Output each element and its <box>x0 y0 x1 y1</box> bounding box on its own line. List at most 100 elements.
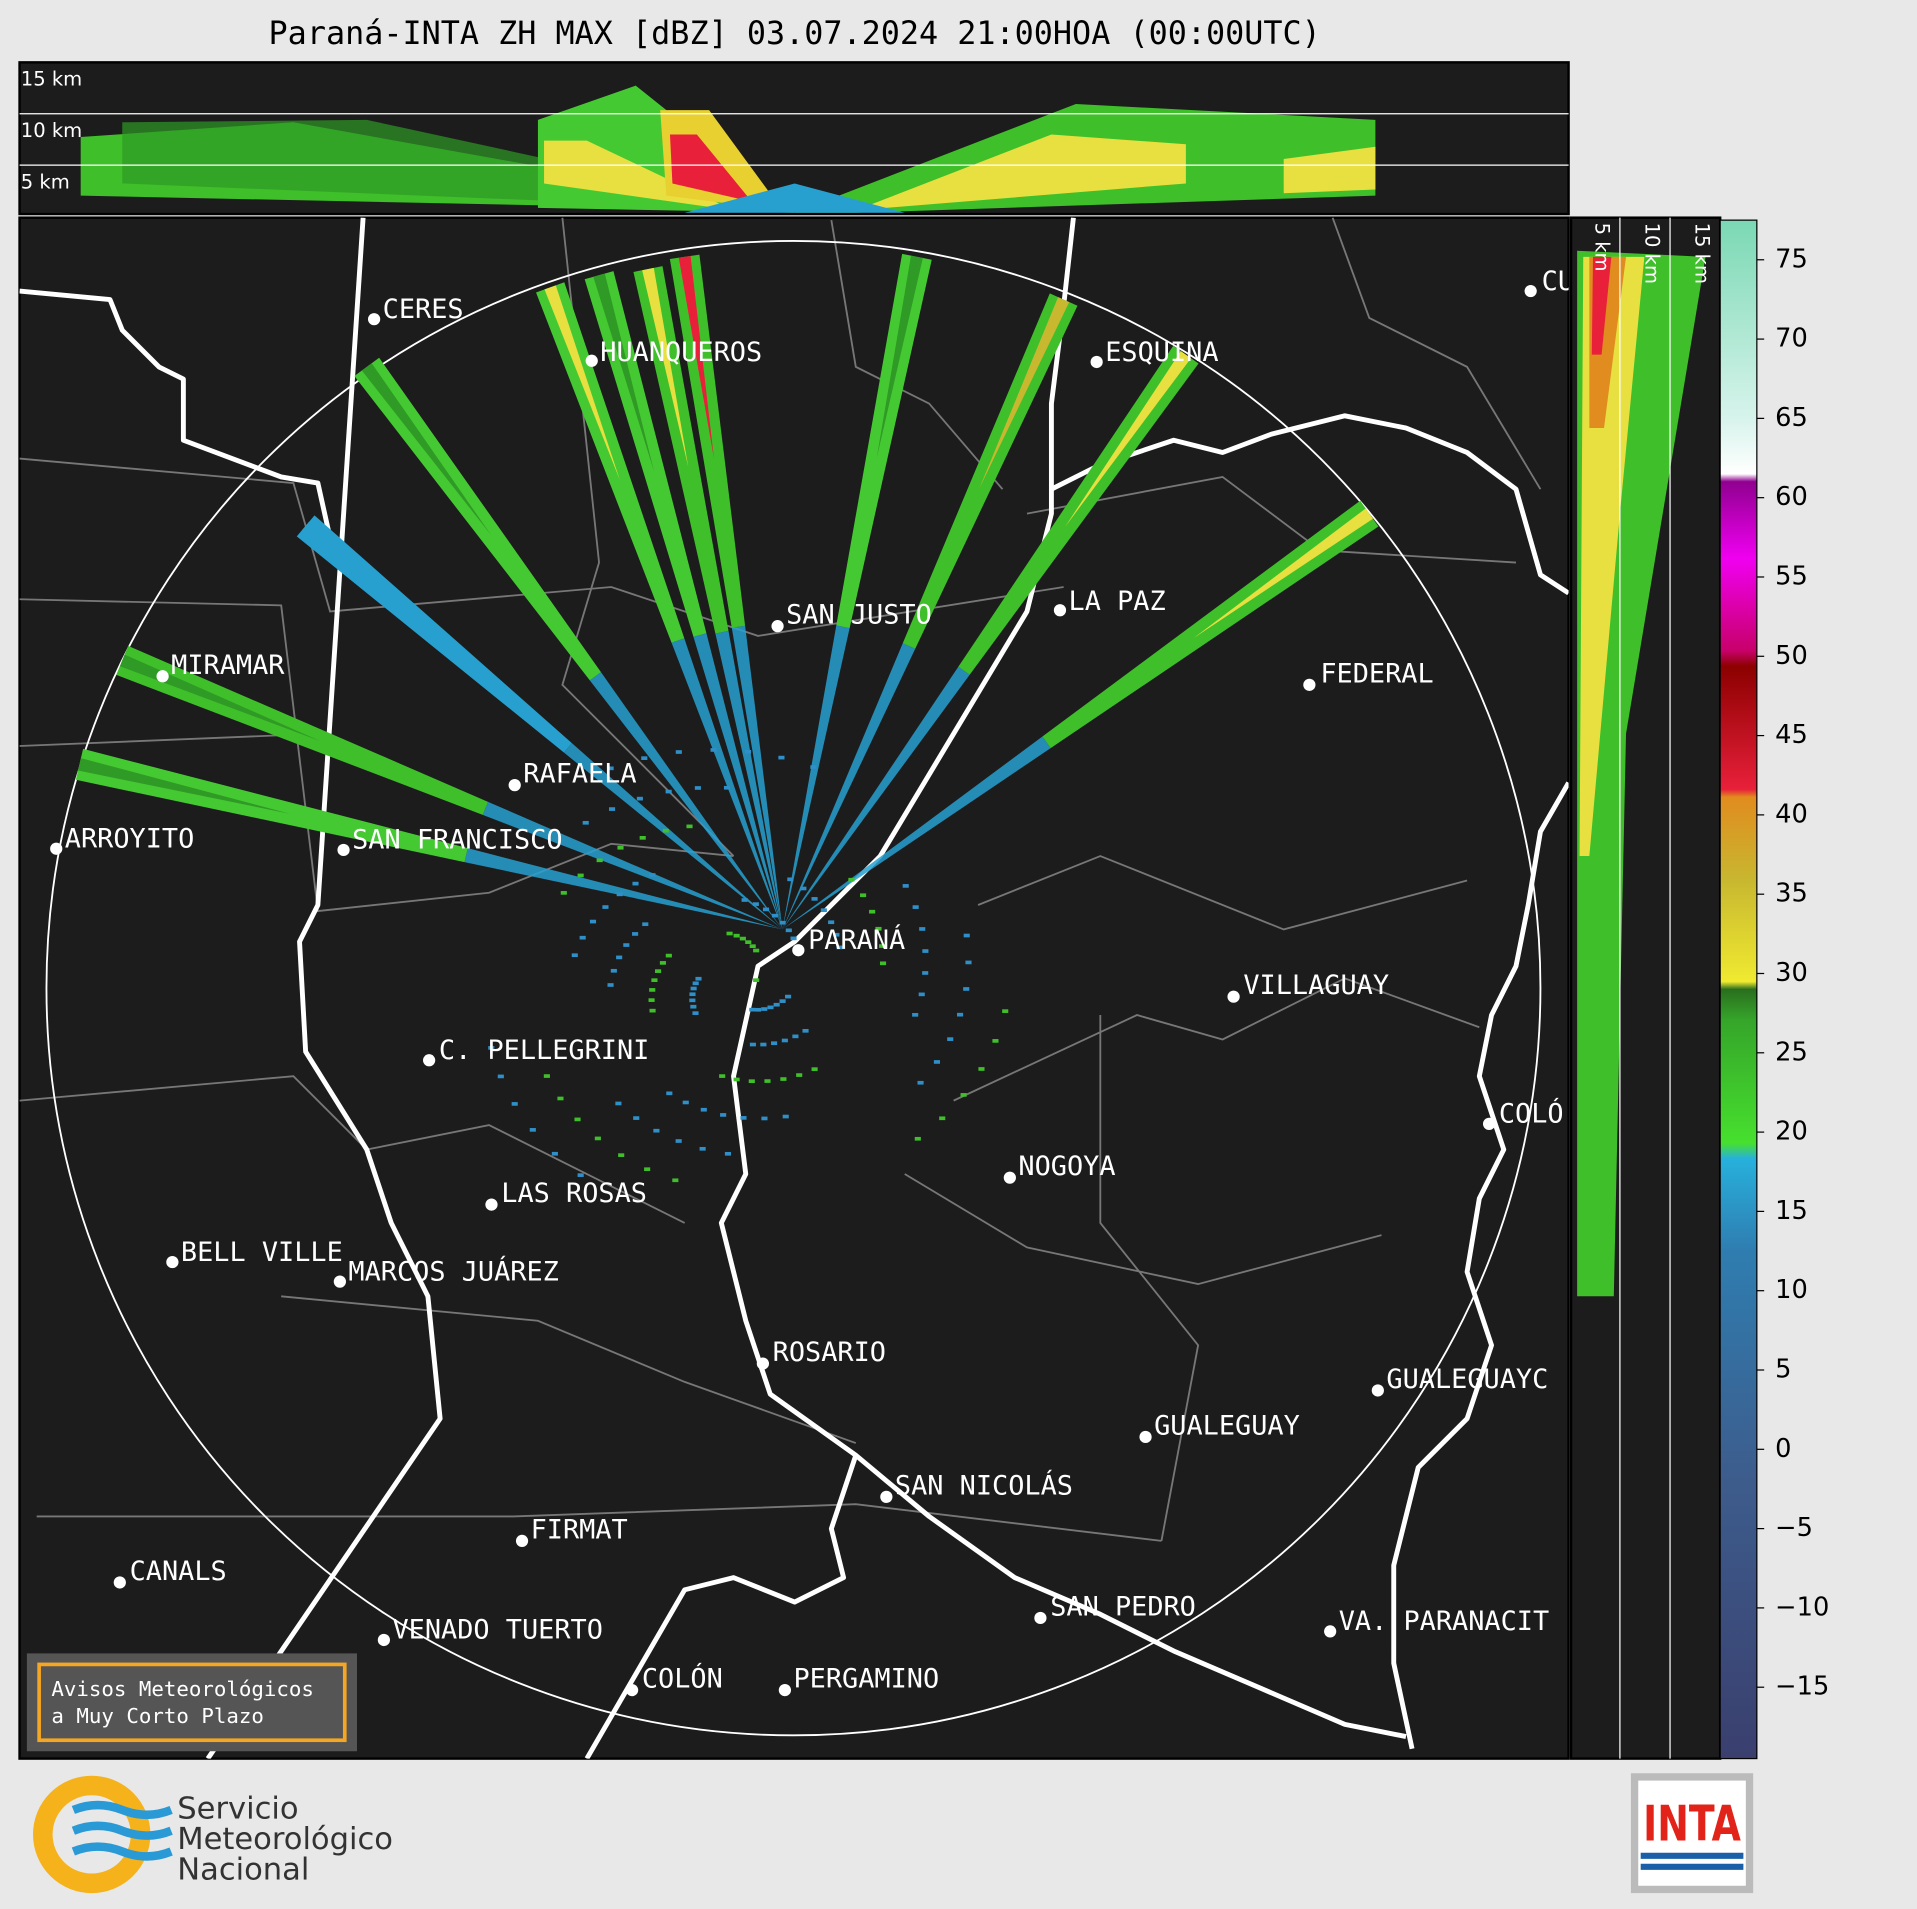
echo <box>876 255 923 459</box>
city-dot <box>166 1255 179 1269</box>
echo <box>933 1060 940 1064</box>
colorbar-tick-label: 20 <box>1775 1117 1808 1147</box>
echo <box>733 1077 740 1082</box>
echo <box>589 919 597 924</box>
colorbar-tick-label: −15 <box>1775 1672 1829 1702</box>
echo <box>733 933 740 938</box>
echo <box>589 672 783 930</box>
echo <box>792 1034 799 1039</box>
city-label: CERES <box>383 294 464 325</box>
echo <box>978 1067 985 1071</box>
city-label: SAN NICOLÁS <box>895 1469 1073 1501</box>
city-label: COLÓ <box>1499 1098 1564 1130</box>
city-label: GUALEGUAY <box>1154 1410 1300 1441</box>
echo <box>790 936 797 941</box>
echo <box>584 271 707 637</box>
height-label: 5 km <box>1590 223 1613 272</box>
echo <box>761 1007 768 1011</box>
echo <box>723 785 731 790</box>
echo <box>665 953 672 958</box>
echo <box>912 905 919 909</box>
city-dot <box>771 620 784 633</box>
city-label: HUANQUEROS <box>600 337 762 368</box>
height-label: 15 km <box>1691 223 1714 284</box>
echo <box>632 881 639 886</box>
echo <box>544 285 620 481</box>
city-dot <box>377 1633 391 1647</box>
echo <box>689 992 696 997</box>
echo <box>1002 1009 1009 1013</box>
colorbar-tick-label: 5 <box>1775 1354 1791 1384</box>
echo <box>636 796 643 801</box>
echo <box>639 836 646 840</box>
echo <box>787 877 794 882</box>
echo <box>655 969 662 973</box>
echo <box>693 633 783 930</box>
echo <box>616 955 623 960</box>
echo <box>119 654 321 742</box>
city-label: FEDERAL <box>1320 658 1433 689</box>
city-label: CANALS <box>130 1556 227 1587</box>
height-label: 10 km <box>1641 223 1664 284</box>
echo <box>811 1067 818 1071</box>
echo <box>536 282 685 643</box>
city-label: LA PAZ <box>1069 586 1166 617</box>
top-panel: 15 km 10 km 5 km <box>18 61 1570 216</box>
echo <box>782 666 970 930</box>
echo <box>563 743 783 930</box>
echo <box>979 297 1070 489</box>
city-dot <box>156 670 169 683</box>
colorbar-tick-label: 55 <box>1775 561 1808 591</box>
echo <box>571 953 578 958</box>
logo-text: INTA <box>1643 1796 1741 1853</box>
echo <box>922 971 929 975</box>
city-dot <box>50 842 63 855</box>
colorbar-tick-label: 15 <box>1775 1196 1808 1226</box>
city-label: BELL VILLE <box>181 1237 343 1268</box>
inta-logo: INTA <box>1630 1773 1754 1894</box>
city-label: VILLAGUAY <box>1243 970 1389 1001</box>
echo <box>753 978 760 983</box>
echo <box>649 1008 656 1013</box>
city-label: SAN JUSTO <box>786 600 932 631</box>
echo <box>633 266 729 634</box>
city-dot <box>756 1357 770 1370</box>
echo <box>617 845 624 850</box>
echo <box>644 1167 651 1172</box>
echo <box>848 877 855 882</box>
city-dot <box>625 1683 639 1697</box>
echo <box>762 907 770 912</box>
colorbar: −15 −10 −5 0 5 10 15 20 25 30 35 40 45 50 55 60 65 70 75 <box>1719 219 1829 1760</box>
city-label: VA. PARANACIT <box>1339 1606 1549 1637</box>
echo <box>720 1113 727 1117</box>
colorbar-tick-label: 30 <box>1775 958 1808 988</box>
echo <box>633 1116 640 1120</box>
echo <box>574 1117 581 1122</box>
smn-logo: Servicio Meteorológico Nacional <box>33 1775 393 1894</box>
logo-text: Nacional <box>177 1853 309 1888</box>
echo <box>616 892 623 897</box>
notice-line: Avisos Meteorológicos <box>51 1677 314 1701</box>
city-dot <box>1371 1384 1384 1397</box>
echo <box>771 1041 778 1046</box>
city-label: VENADO TUERTO <box>392 1615 602 1646</box>
city-label: ROSARIO <box>773 1337 886 1368</box>
echo <box>780 1077 787 1081</box>
echo <box>919 927 926 931</box>
city-dot <box>1090 355 1103 369</box>
echo <box>577 1173 584 1177</box>
city-dot <box>1524 284 1537 298</box>
echo <box>75 748 468 863</box>
logo-text: Meteorológico <box>177 1822 393 1857</box>
city-label: ARROYITO <box>65 823 195 854</box>
echo <box>740 1116 747 1120</box>
echo <box>689 998 696 1003</box>
city-label: C. PELLEGRINI <box>439 1035 649 1066</box>
notice-line: a Muy Corto Plazo <box>51 1704 264 1728</box>
echo <box>912 1012 919 1017</box>
city-label: CU <box>1542 266 1574 297</box>
echo <box>811 897 818 901</box>
echo <box>785 928 792 933</box>
echo <box>782 643 916 930</box>
city-dot <box>778 1683 792 1697</box>
